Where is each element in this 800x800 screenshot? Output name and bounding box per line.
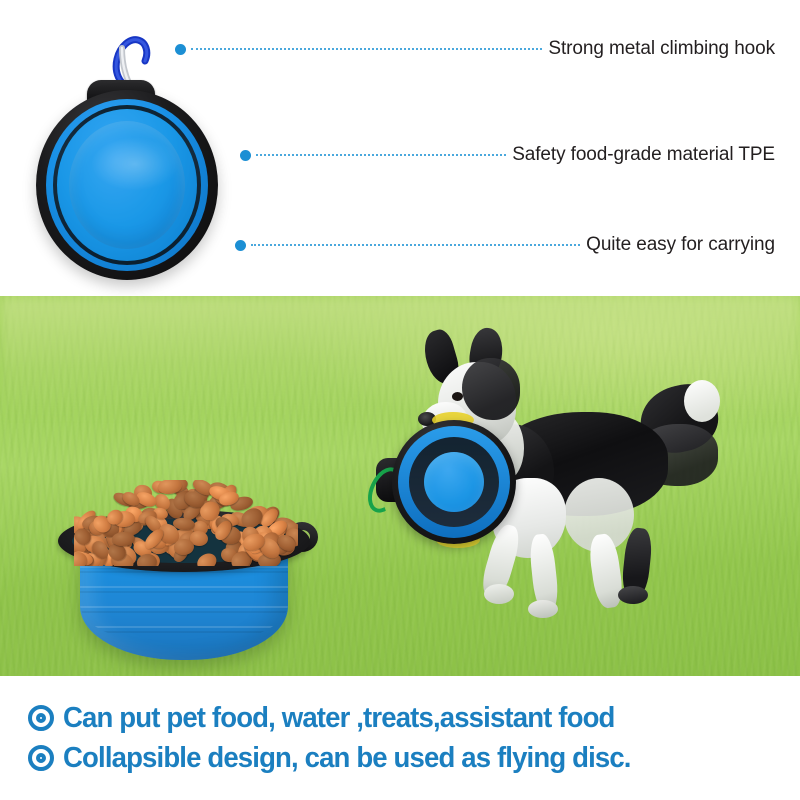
bowl-highlight [91, 137, 179, 191]
bowl-outer-rim [36, 90, 218, 280]
dog-front-paw-left [484, 584, 514, 604]
carried-bowl-shadow-ring [409, 437, 499, 527]
callout-label-carrying: Quite easy for carrying [586, 234, 775, 255]
carried-bowl-ring-outer [398, 426, 510, 538]
bowl-shadow-ring [53, 105, 201, 265]
callout-dot-icon [175, 43, 186, 55]
callout-dot-icon [235, 239, 246, 251]
callout-row-carrying: Quite easy for carrying [235, 234, 775, 256]
bullet-label-2: Collapsible design, can be used as flyin… [63, 741, 631, 774]
callout-leader-line [251, 244, 581, 246]
bullet-label-1: Can put pet food, water ,treats,assistan… [63, 701, 615, 734]
border-collie-dog [361, 325, 725, 638]
kibble-pile [74, 480, 298, 566]
callout-row-material: Safety food-grade material TPE [240, 144, 775, 166]
bullet-row-2: Collapsible design, can be used as flyin… [28, 738, 800, 778]
bullet-row-1: Can put pet food, water ,treats,assistan… [28, 698, 800, 738]
callout-label-hook: Strong metal climbing hook [548, 38, 775, 59]
callout-leader-line [191, 48, 543, 50]
callout-leader-line [256, 154, 507, 156]
dog-in-grass-lifestyle-photo [0, 296, 800, 676]
collapsible-pet-bowl-collapsed-image [32, 24, 222, 284]
double-circle-bullet-icon [28, 705, 54, 731]
carried-bowl-basin [424, 452, 484, 512]
dog-head-markings [462, 358, 520, 420]
bowl-silicone-ring-outer [46, 99, 208, 271]
callout-label-material: Safety food-grade material TPE [512, 144, 775, 165]
dog-tail-tip [684, 380, 720, 422]
bowl-basin [69, 121, 185, 249]
callout-dot-icon [240, 149, 251, 161]
dog-hind-paw-right [618, 586, 648, 604]
food-bowl-with-kibble [58, 474, 318, 664]
carried-collapsible-bowl [361, 412, 516, 548]
benefits-bullet-list: Can put pet food, water ,treats,assistan… [0, 676, 800, 800]
feature-callout-panel: Strong metal climbing hook Safety food-g… [0, 0, 800, 296]
bowl-silicone-ring-inner [57, 109, 197, 261]
dog-eye [452, 392, 463, 401]
dog-front-paw-right [528, 600, 558, 618]
double-circle-bullet-icon [28, 745, 54, 771]
callout-row-hook: Strong metal climbing hook [175, 38, 775, 60]
carried-bowl-rim [392, 420, 516, 544]
dog-nose [418, 412, 436, 426]
